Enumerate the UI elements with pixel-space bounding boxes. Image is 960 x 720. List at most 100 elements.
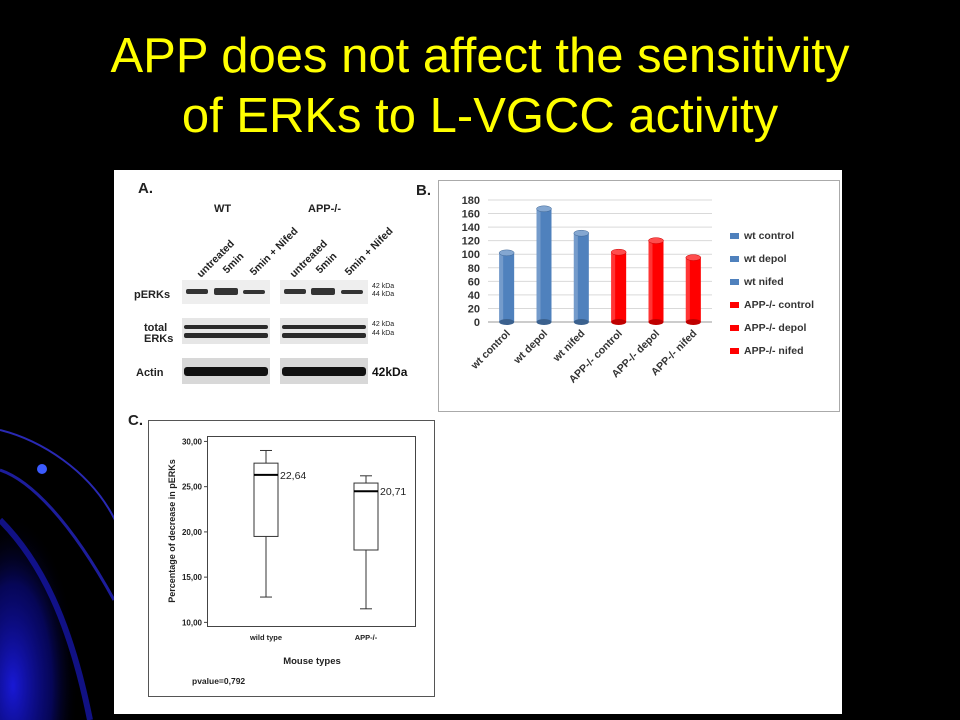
- bar-chart-frame: [438, 180, 840, 412]
- box-plot-frame: [148, 420, 435, 697]
- box-plot-x-label: Mouse types: [283, 656, 341, 667]
- panel-c-letter: C.: [128, 412, 143, 429]
- bar-y-tick-label: 140: [462, 222, 480, 234]
- bar-top: [573, 229, 590, 237]
- bar-base: [499, 319, 515, 325]
- bar-top: [498, 249, 515, 257]
- legend-swatch: [730, 325, 739, 331]
- bar-wt-control: [498, 249, 515, 325]
- kda-total-42: 42 kDa: [372, 321, 394, 328]
- legend-label: APP-/- depol: [744, 322, 806, 334]
- bar-y-tick-label: 60: [468, 276, 480, 288]
- perk-band: [186, 289, 208, 294]
- bar-top: [685, 254, 702, 261]
- total-erk-band: [282, 333, 366, 338]
- legend-label: wt nifed: [743, 276, 784, 288]
- actin-band: [282, 367, 366, 376]
- box-median-label: 20,71: [380, 486, 406, 498]
- box-plot: 10,00 15,00 20,00 25,00 30,00 22,64 20,71 wil…: [148, 420, 435, 697]
- legend-item: APP-/- control: [730, 299, 814, 311]
- total-erk-band: [282, 325, 366, 329]
- legend-label: APP-/- control: [744, 299, 814, 311]
- actin-band: [184, 367, 268, 376]
- bar-base: [648, 319, 664, 325]
- bar-highlight: [648, 240, 653, 322]
- bar-chart-legend: wt control wt depol wt nifed APP-/- control…: [730, 230, 814, 357]
- bar-y-tick-label: 120: [462, 236, 480, 248]
- box-y-tick-label: 20,00: [182, 528, 203, 537]
- legend-item: APP-/- depol: [730, 322, 806, 334]
- legend-item: wt nifed: [730, 276, 784, 288]
- legend-item: wt depol: [730, 253, 787, 265]
- legend-label: wt depol: [743, 253, 787, 265]
- group-label-wt: WT: [214, 203, 231, 215]
- total-erk-band: [184, 333, 268, 338]
- kda-perk-44: 44 kDa: [372, 291, 394, 298]
- row-label-total: total: [144, 322, 167, 334]
- bar-y-tick-label: 180: [462, 195, 480, 207]
- legend-swatch: [730, 233, 739, 239]
- bar-app-nifed: [685, 254, 702, 325]
- perk-band: [284, 289, 306, 294]
- box-plot-x-axis: wild type APP-/-: [249, 633, 378, 642]
- panel-a-letter: A.: [138, 180, 153, 197]
- bar-y-tick-label: 160: [462, 209, 480, 221]
- bar-wt-depol: [536, 205, 552, 325]
- box-y-tick-label: 10,00: [182, 618, 203, 627]
- box-app-: 20,71: [353, 475, 406, 610]
- row-label-erks: ERKs: [144, 333, 173, 345]
- panel-b-letter: B.: [416, 182, 431, 199]
- bar-base: [611, 319, 627, 325]
- row-label-actin: Actin: [136, 367, 164, 379]
- box-x-tick-label: APP-/-: [355, 633, 378, 642]
- perk-band: [311, 288, 335, 295]
- legend-swatch: [730, 279, 739, 285]
- box-plot-boxes: 22,64 20,71: [253, 449, 406, 610]
- slide-title: APP does not affect the sensitivity of E…: [0, 26, 960, 146]
- bar-base: [685, 319, 701, 325]
- bar-highlight: [685, 257, 690, 322]
- bar-top: [610, 248, 627, 256]
- bar-top: [648, 237, 664, 244]
- total-erk-blot-strip-wt: [182, 318, 270, 344]
- bar-highlight: [499, 252, 504, 322]
- bar-chart-grid: [488, 199, 712, 323]
- box-plot-y-label: Percentage of decrease in pERKs: [167, 459, 177, 603]
- box-y-tick-label: 25,00: [182, 483, 203, 492]
- box-y-tick-label: 30,00: [182, 437, 203, 446]
- legend-label: wt control: [743, 230, 794, 242]
- bar-app-control: [610, 248, 627, 325]
- bar-highlight: [573, 233, 578, 322]
- kda-actin: 42kDa: [372, 365, 408, 379]
- box-median-label: 22,64: [280, 470, 306, 482]
- legend-swatch: [730, 348, 739, 354]
- box-y-tick-label: 15,00: [182, 573, 203, 582]
- perk-band: [214, 288, 238, 295]
- box-iqr: [353, 482, 379, 551]
- kda-perk-42: 42 kDa: [372, 283, 394, 290]
- title-line-1: APP does not affect the sensitivity: [110, 29, 850, 83]
- legend-label: APP-/- nifed: [744, 345, 804, 357]
- bar-top: [536, 205, 552, 213]
- bar-y-tick-label: 100: [462, 249, 480, 261]
- western-blot: WT APP-/- untreated 5min 5min + Nifed un…: [134, 203, 408, 384]
- row-label-perks: pERKs: [134, 289, 170, 301]
- bar-chart-bars: [498, 205, 702, 325]
- perk-band: [341, 290, 363, 294]
- lane-label-app-nifed: 5min + Nifed: [343, 225, 396, 278]
- title-line-2: of ERKs to L-VGCC activity: [181, 89, 779, 143]
- bar-wt-nifed: [573, 229, 590, 325]
- perk-band: [243, 290, 265, 294]
- legend-item: APP-/- nifed: [730, 345, 804, 357]
- bar-base: [573, 319, 589, 325]
- total-erk-blot-strip-app: [280, 318, 368, 344]
- bar-highlight: [536, 208, 541, 322]
- bar-y-tick-label: 80: [468, 263, 480, 275]
- bar-y-tick-label: 40: [468, 290, 480, 302]
- bar-y-tick-label: 0: [474, 317, 480, 329]
- group-label-app: APP-/-: [308, 203, 341, 215]
- total-erk-band: [184, 325, 268, 329]
